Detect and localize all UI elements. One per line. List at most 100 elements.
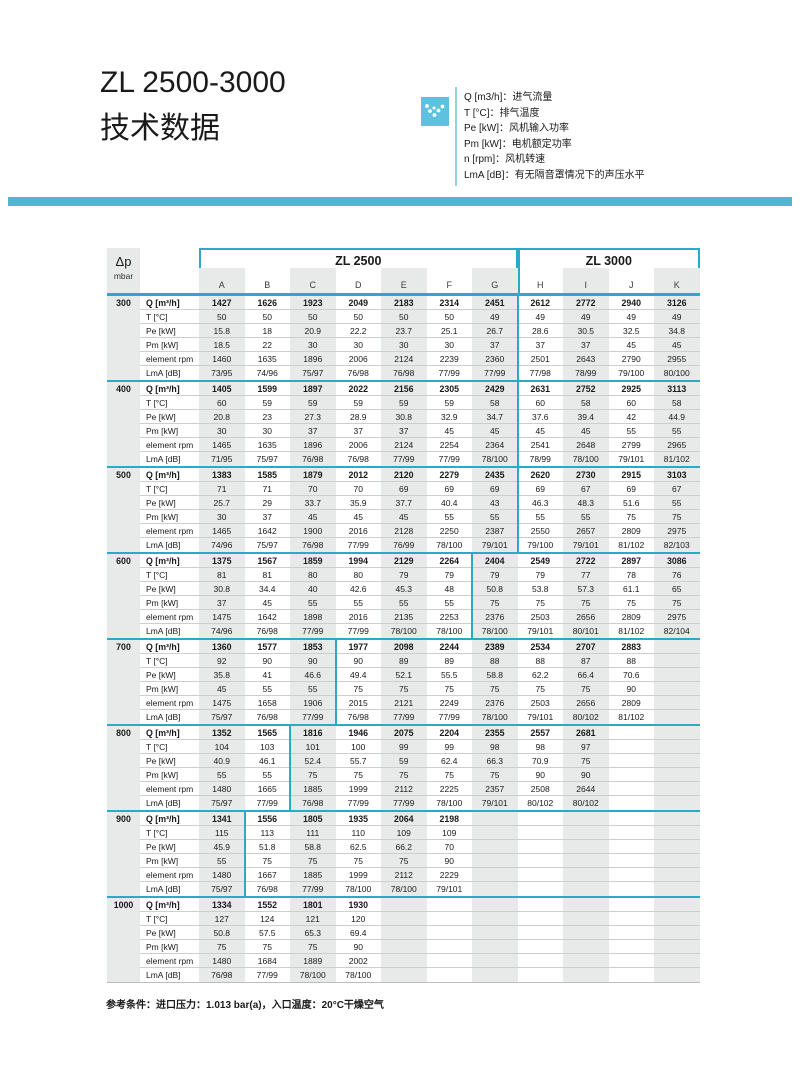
table-row: element rpm 1475 1642 1898 2016 2135 2253 2376 2… xyxy=(107,610,700,624)
data-cell: 75 xyxy=(290,940,336,954)
data-cell: 109 xyxy=(381,826,427,840)
data-cell: 1480 xyxy=(199,954,245,968)
data-cell: 55 xyxy=(517,510,563,524)
data-cell xyxy=(563,940,609,954)
table-row: LmA [dB] 75/97 76/98 77/99 78/100 78/100 79/10… xyxy=(107,882,700,896)
row-label: Pe [kW] xyxy=(140,410,199,424)
dp-value-cell xyxy=(107,826,140,840)
data-cell: 90 xyxy=(517,768,563,782)
data-cell xyxy=(654,640,700,654)
data-cell xyxy=(472,926,518,940)
data-cell: 2809 xyxy=(608,610,654,624)
data-cell: 35.8 xyxy=(199,668,245,682)
model-split-line xyxy=(471,554,473,638)
data-cell: 2975 xyxy=(654,610,700,624)
page-title-line2: 技术数据 xyxy=(100,112,220,145)
data-cell: 51.6 xyxy=(608,496,654,510)
data-cell: 82/104 xyxy=(654,624,700,638)
data-cell: 2183 xyxy=(381,296,427,310)
data-cell xyxy=(609,968,655,982)
data-cell: 2229 xyxy=(426,868,472,882)
data-cell: 62.4 xyxy=(426,754,472,768)
row-label: Q [m³/h] xyxy=(140,898,199,912)
data-cell: 1994 xyxy=(335,554,381,568)
data-cell xyxy=(472,812,518,826)
data-cell: 113 xyxy=(244,826,290,840)
data-cell: 75 xyxy=(517,596,563,610)
data-cell: 69 xyxy=(517,482,563,496)
data-cell: 75 xyxy=(472,768,518,782)
row-label: Pe [kW] xyxy=(140,668,199,682)
data-cell: 40 xyxy=(290,582,336,596)
row-label: Q [m³/h] xyxy=(140,726,199,740)
data-cell: 28.6 xyxy=(517,324,563,338)
data-cell: 1665 xyxy=(244,782,290,796)
data-cell: 1352 xyxy=(199,726,245,740)
data-cell: 1375 xyxy=(199,554,245,568)
data-cell xyxy=(654,726,700,740)
data-cell: 2314 xyxy=(426,296,472,310)
data-cell: 20.8 xyxy=(199,410,245,424)
row-label: T [°C] xyxy=(140,826,199,840)
dp-value-cell xyxy=(107,424,140,438)
data-cell: 1923 xyxy=(290,296,336,310)
data-cell xyxy=(608,926,654,940)
data-cell: 70.9 xyxy=(517,754,563,768)
dp-value-cell: 900 xyxy=(107,812,140,826)
data-cell xyxy=(609,796,655,810)
row-label: LmA [dB] xyxy=(146,626,181,636)
data-cell: 53.8 xyxy=(517,582,563,596)
data-cell: 30 xyxy=(199,510,245,524)
row-label: Q [m³/h] xyxy=(140,554,199,568)
data-cell: 71/95 xyxy=(199,452,245,466)
data-cell: 2279 xyxy=(426,468,472,482)
data-cell xyxy=(381,940,427,954)
data-cell: 80/102 xyxy=(527,798,554,808)
data-cell: 69 xyxy=(472,482,518,496)
row-label: Pe [kW] xyxy=(140,324,199,338)
dots-check-icon xyxy=(421,97,449,126)
data-cell: 75 xyxy=(335,682,381,696)
data-cell: 23 xyxy=(244,410,290,424)
data-cell: 18.5 xyxy=(199,338,245,352)
table-row: 500 Q [m³/h] 1383 1585 1879 2012 2120 2279 2435 2… xyxy=(107,468,700,482)
data-cell xyxy=(517,954,563,968)
column-letter: H xyxy=(537,280,544,290)
data-cell: 76/98 xyxy=(381,366,427,380)
data-cell: 77/99 xyxy=(472,366,518,380)
data-cell: 76/98 xyxy=(290,538,336,552)
data-cell: 44.9 xyxy=(654,410,700,424)
data-cell: 78/99 xyxy=(563,366,609,380)
data-cell: 18 xyxy=(244,324,290,338)
data-cell: 121 xyxy=(290,912,336,926)
table-row: T [°C] 50 50 50 50 50 50 49 49 49 49 49 xyxy=(107,310,700,324)
data-cell: 2022 xyxy=(335,382,381,396)
data-cell: 77/99 xyxy=(381,796,427,810)
data-cell: 81/102 xyxy=(618,712,645,722)
data-cell: 1801 xyxy=(290,898,336,912)
data-cell: 37 xyxy=(335,424,381,438)
data-cell: 74/96 xyxy=(256,368,278,378)
dp-value-cell: 700 xyxy=(107,640,140,654)
data-cell xyxy=(654,740,700,754)
data-cell: 1805 xyxy=(290,812,336,826)
data-cell: 55 xyxy=(654,496,700,510)
data-cell: 2264 xyxy=(426,554,472,568)
data-cell: 1889 xyxy=(290,954,336,968)
data-cell xyxy=(517,812,563,826)
table-row: T [°C] 115 113 111 110 109 109 xyxy=(107,826,700,840)
data-cell: 99 xyxy=(381,740,427,754)
data-cell: 45 xyxy=(608,338,654,352)
column-letter: F xyxy=(446,280,453,290)
data-cell: 2883 xyxy=(608,640,654,654)
data-cell: 57.5 xyxy=(244,926,290,940)
data-cell: 99 xyxy=(426,740,472,754)
data-cell: 80/101 xyxy=(563,624,609,638)
data-cell: 30 xyxy=(290,338,336,352)
data-cell: 2549 xyxy=(517,554,563,568)
table-body: 300 Q [m³/h] 1427 1626 1923 2049 2183 2314 2451 2… xyxy=(107,296,700,983)
dp-value-cell xyxy=(107,582,140,596)
data-cell: 2002 xyxy=(335,954,381,968)
data-cell: 2253 xyxy=(426,610,472,624)
